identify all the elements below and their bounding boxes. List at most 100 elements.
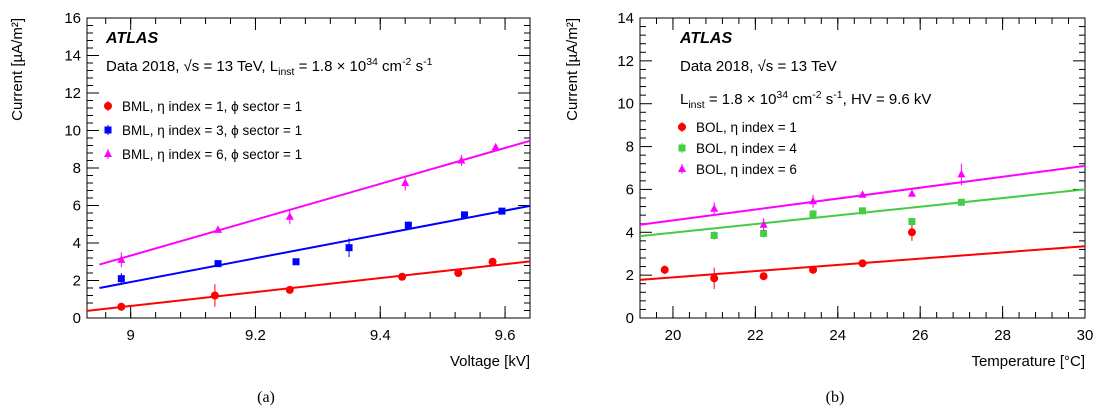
experiment-label: ATLAS	[105, 30, 158, 47]
x-tick-label: 24	[829, 327, 846, 344]
data-point	[759, 272, 768, 281]
data-point	[957, 169, 966, 178]
y-tick-label: 2	[626, 267, 634, 284]
data-point	[398, 272, 407, 281]
info-line: Data 2018, √s = 13 TeV	[680, 58, 837, 75]
legend-label: BML, η index = 1, ϕ sector = 1	[122, 99, 302, 114]
info-line: Data 2018, √s = 13 TeV, Linst​ = 1.8 × 1…	[106, 56, 433, 78]
data-point	[710, 232, 718, 239]
y-tick-label: 14	[64, 48, 81, 65]
y-tick-label: 0	[626, 310, 634, 327]
legend-marker	[104, 102, 112, 110]
panel-caption: (a)	[257, 389, 275, 406]
data-point	[404, 221, 412, 229]
legend-entry: BOL, η index = 4	[678, 141, 797, 156]
y-tick-label: 14	[617, 10, 634, 27]
data-point	[858, 259, 867, 268]
data-point	[457, 156, 466, 164]
data-point	[117, 302, 126, 311]
legend-label: BML, η index = 6, ϕ sector = 1	[122, 147, 302, 162]
y-axis-title: Current [µA/m²]	[9, 18, 26, 121]
series-3	[99, 139, 531, 268]
x-tick-label: 22	[747, 327, 764, 344]
data-point	[759, 220, 768, 228]
experiment-label: ATLAS	[679, 30, 732, 47]
legend-label: BOL, η index = 1	[696, 120, 797, 135]
x-tick-label: 9	[127, 327, 135, 344]
x-tick-label: 26	[912, 327, 929, 344]
x-tick-label: 20	[665, 327, 682, 344]
x-axis-title: Temperature [°C]	[971, 353, 1085, 370]
data-point	[292, 258, 300, 266]
x-tick-label: 9.4	[370, 327, 391, 344]
y-tick-label: 8	[626, 139, 634, 156]
series-2	[99, 204, 531, 289]
fit-line	[86, 260, 531, 312]
legend-entry: BML, η index = 1, ϕ sector = 1	[104, 99, 302, 114]
data-point	[907, 228, 916, 237]
fit-line	[99, 139, 531, 266]
y-axis-title: Current [µA/m²]	[564, 18, 581, 121]
data-point	[285, 212, 294, 220]
legend-label: BOL, η index = 4	[696, 141, 797, 156]
legend-entry: BOL, η index = 1	[678, 120, 797, 135]
y-tick-label: 12	[617, 53, 634, 70]
y-tick-label: 10	[64, 123, 81, 140]
x-tick-label: 28	[994, 327, 1011, 344]
legend-label: BOL, η index = 6	[696, 162, 797, 177]
data-point	[809, 265, 818, 274]
legend-marker	[104, 149, 112, 157]
series-3	[639, 163, 1086, 232]
data-point	[710, 274, 719, 283]
data-point	[117, 255, 126, 263]
data-point	[214, 225, 223, 233]
data-point	[491, 142, 500, 151]
data-point	[858, 190, 867, 198]
data-point	[710, 204, 719, 212]
legend-marker	[678, 123, 686, 131]
series-1	[639, 223, 1086, 290]
legend-entry: BML, η index = 3, ϕ sector = 1	[104, 123, 302, 138]
legend-entry: BOL, η index = 6	[678, 162, 797, 177]
data-point	[210, 291, 219, 300]
data-point	[488, 257, 497, 266]
x-tick-label: 9.2	[245, 327, 266, 344]
data-point	[760, 229, 768, 237]
y-tick-label: 16	[64, 10, 81, 27]
data-point	[345, 244, 353, 252]
data-point	[460, 211, 468, 219]
data-point	[907, 189, 916, 197]
legend-marker	[104, 126, 112, 134]
x-tick-label: 9.6	[495, 327, 516, 344]
legend-marker	[678, 164, 686, 172]
data-point	[498, 207, 506, 215]
data-point	[908, 218, 916, 226]
legend-marker	[678, 144, 686, 152]
y-tick-label: 4	[626, 224, 634, 241]
data-point	[401, 178, 410, 186]
fit-line	[99, 204, 531, 289]
x-axis-title: Voltage [kV]	[450, 353, 530, 370]
info-line: Linst​ = 1.8 × 1034​ cm-2​ s-1​, HV = 9.…	[680, 89, 931, 111]
panel-caption: (b)	[826, 389, 845, 406]
x-tick-label: 30	[1077, 327, 1094, 344]
data-point	[809, 210, 817, 218]
y-tick-label: 6	[626, 181, 634, 198]
y-tick-label: 10	[617, 96, 634, 113]
y-tick-label: 2	[73, 273, 81, 290]
y-tick-label: 0	[73, 310, 81, 327]
plot-frame	[639, 17, 1086, 319]
legend-entry: BML, η index = 6, ϕ sector = 1	[104, 147, 302, 162]
panel-a: 0 2 4 6 8 10 12 14 16 9 9.2 9.4 9.6 Voltage [kV] Curre…	[9, 10, 531, 406]
data-point	[809, 196, 818, 205]
data-point	[957, 198, 965, 206]
y-tick-label: 8	[73, 160, 81, 177]
data-point	[859, 207, 866, 215]
data-point	[660, 265, 669, 274]
data-point	[454, 269, 463, 277]
legend-label: BML, η index = 3, ϕ sector = 1	[122, 123, 302, 138]
series-1	[86, 257, 531, 312]
y-tick-label: 4	[73, 235, 81, 252]
